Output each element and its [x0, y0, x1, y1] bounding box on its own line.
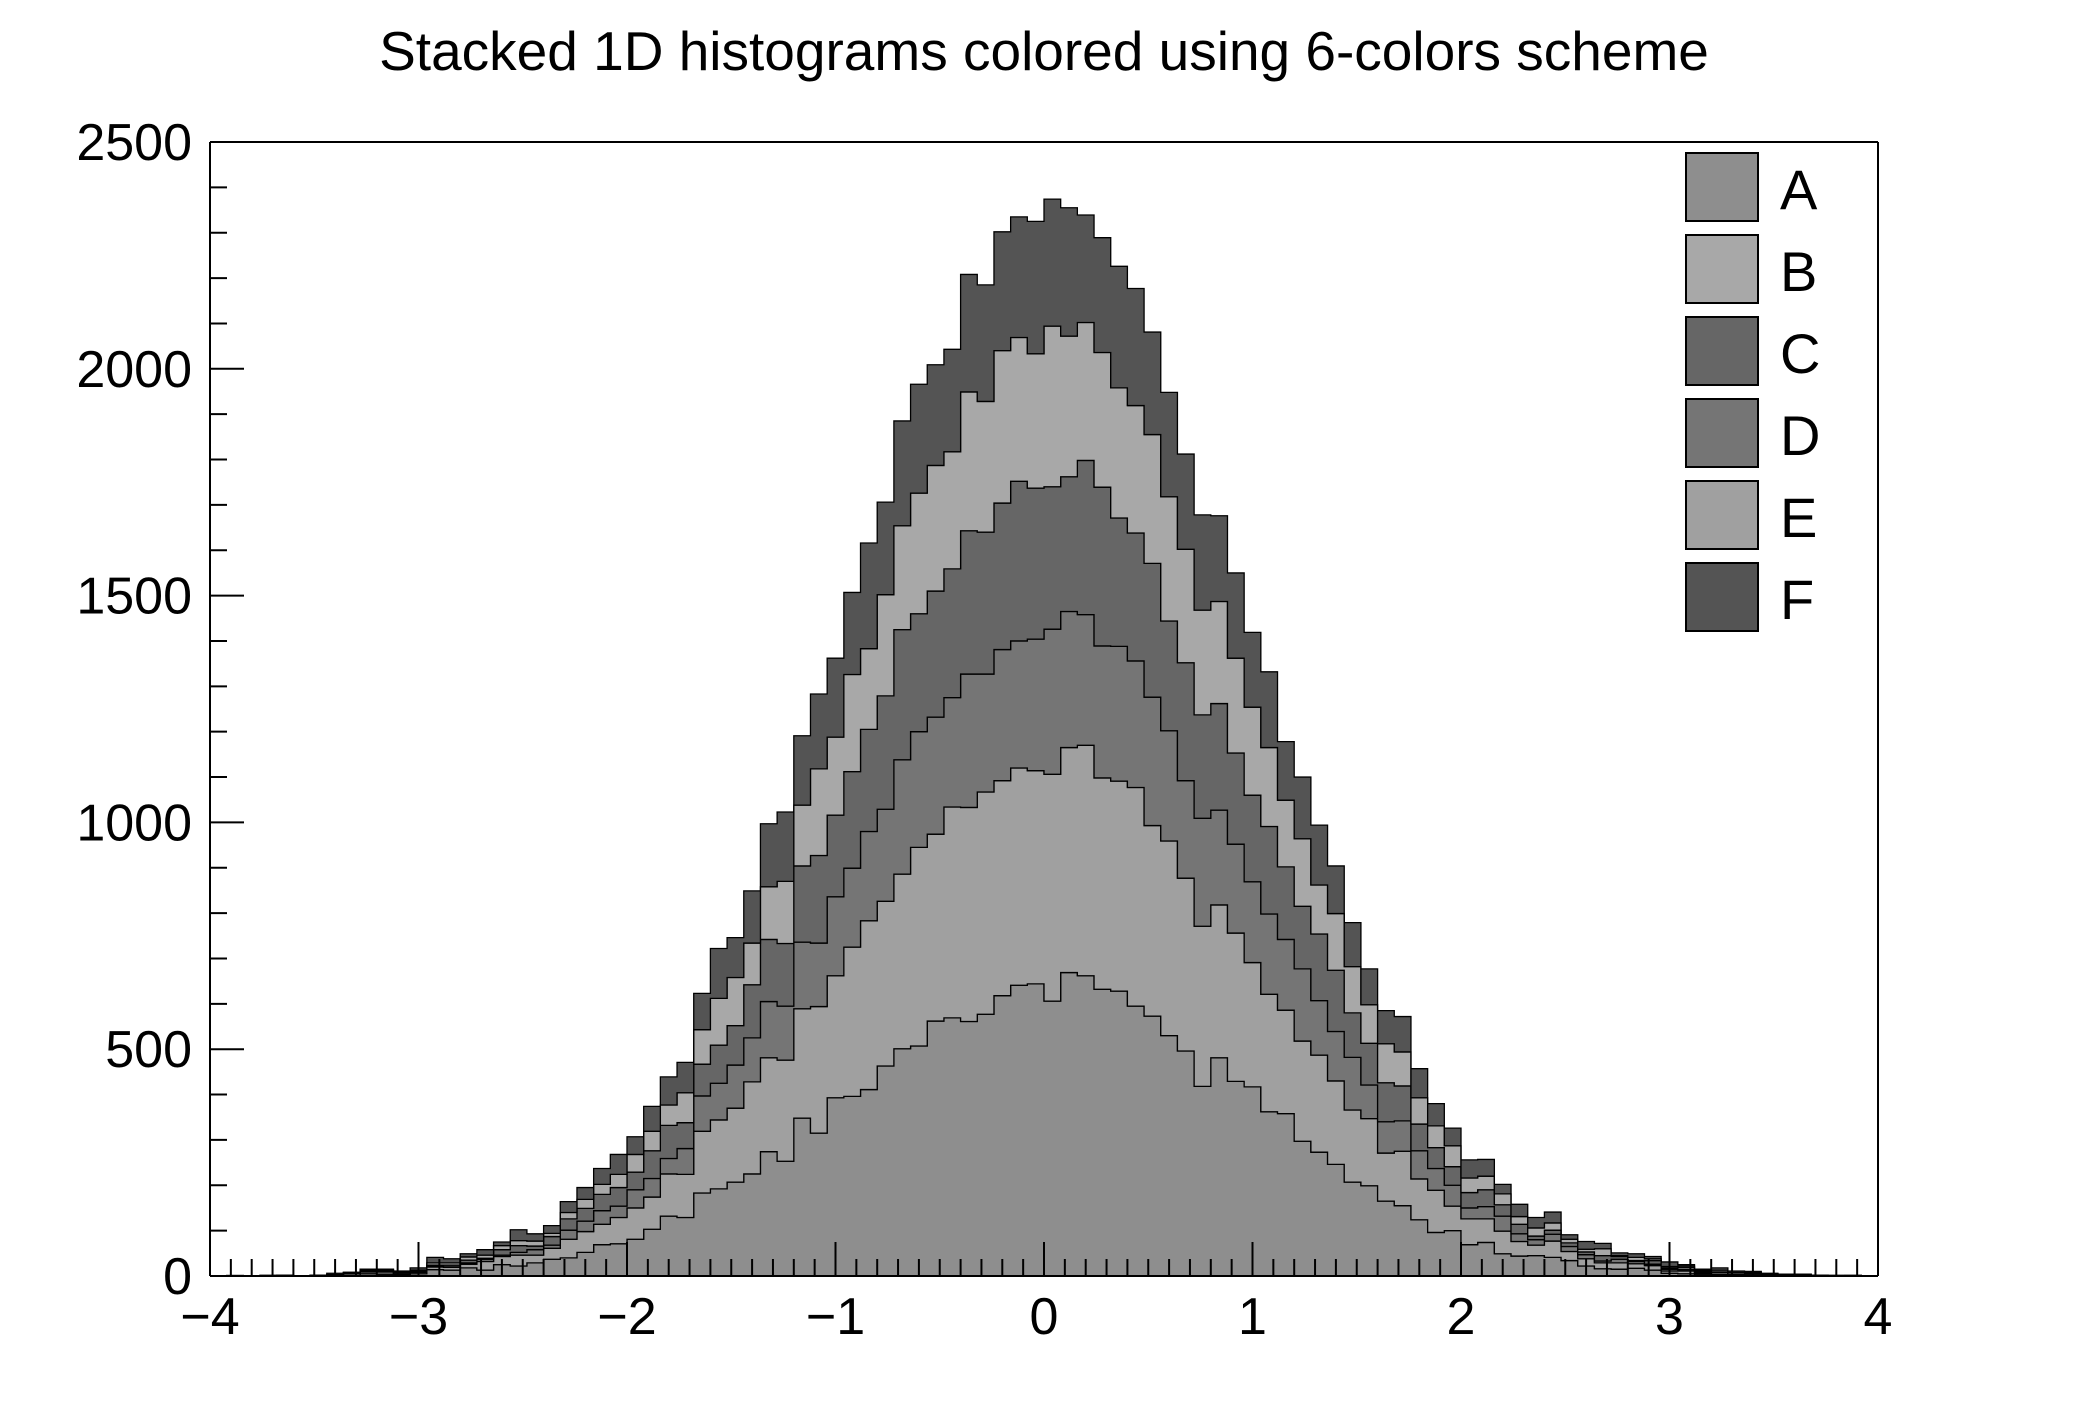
svg-text:4: 4: [1864, 1288, 1893, 1346]
svg-text:3: 3: [1655, 1288, 1684, 1346]
svg-text:F: F: [1780, 568, 1814, 631]
svg-text:2500: 2500: [76, 114, 192, 172]
svg-text:C: C: [1780, 322, 1820, 385]
svg-text:−3: −3: [389, 1288, 448, 1346]
svg-text:E: E: [1780, 486, 1817, 549]
svg-text:1: 1: [1238, 1288, 1267, 1346]
svg-text:B: B: [1780, 240, 1817, 303]
svg-text:1500: 1500: [76, 568, 192, 626]
svg-text:Stacked 1D histograms colored: Stacked 1D histograms colored using 6-co…: [379, 20, 1709, 82]
svg-text:−1: −1: [806, 1288, 865, 1346]
svg-text:1000: 1000: [76, 794, 192, 852]
svg-text:−2: −2: [597, 1288, 656, 1346]
svg-text:0: 0: [1030, 1288, 1059, 1346]
svg-text:500: 500: [105, 1021, 192, 1079]
svg-text:D: D: [1780, 404, 1820, 467]
svg-text:2000: 2000: [76, 341, 192, 399]
svg-text:2: 2: [1447, 1288, 1476, 1346]
svg-text:−4: −4: [180, 1288, 239, 1346]
svg-text:A: A: [1780, 158, 1818, 221]
